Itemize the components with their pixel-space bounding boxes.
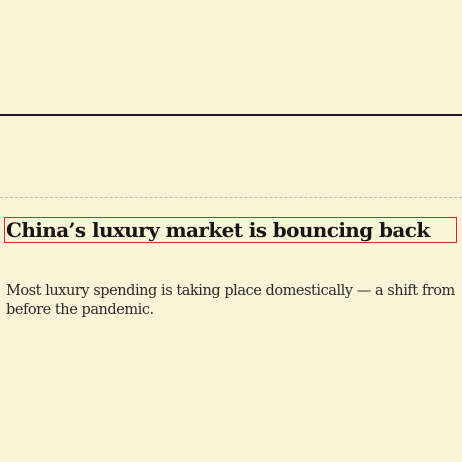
headline-highlight-box: [4, 217, 457, 243]
top-divider: [0, 114, 462, 116]
dashed-divider: [0, 197, 462, 198]
article-standfirst: Most luxury spending is taking place dom…: [6, 283, 455, 318]
article-headline[interactable]: China’s luxury market is bouncing back: [6, 218, 430, 242]
